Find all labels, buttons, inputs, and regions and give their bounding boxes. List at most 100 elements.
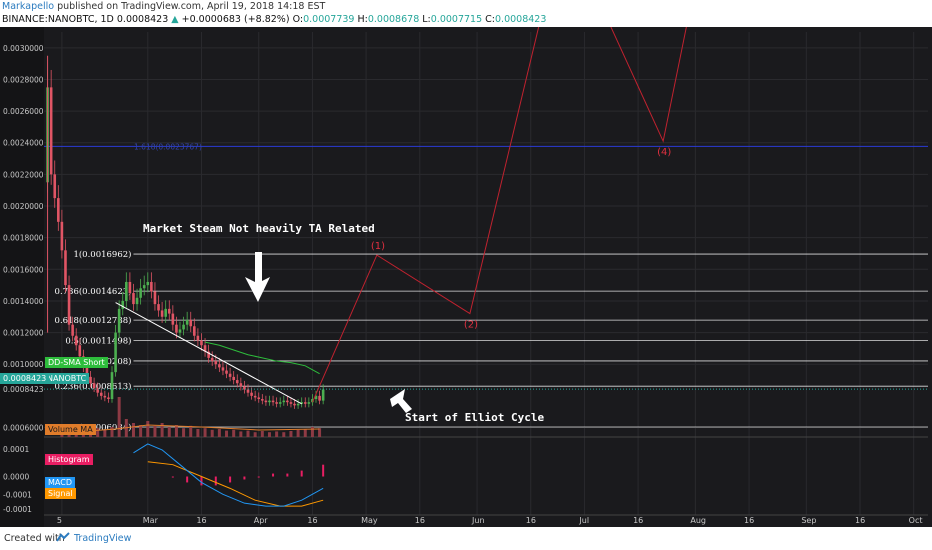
price-tick-label: 0.0022000	[3, 170, 44, 179]
histogram-bar	[322, 464, 325, 477]
histogram-bar	[257, 476, 260, 478]
signal-legend-tag[interactable]: Signal	[45, 488, 76, 499]
candle-body	[286, 400, 289, 403]
volume-bar	[103, 429, 107, 437]
histogram-bar	[243, 476, 246, 480]
candle-body	[178, 329, 182, 333]
price-tick-label: 0.0030000	[3, 44, 44, 53]
fib-level-label: 0.5(0.0011498)	[65, 336, 131, 347]
volume-bar	[217, 429, 221, 437]
candle-body	[253, 395, 257, 398]
candle-body	[214, 361, 218, 365]
histogram-bar	[186, 476, 189, 483]
candle-body	[160, 310, 164, 317]
histogram-bar	[200, 476, 203, 486]
date-tick-label: 16	[526, 516, 536, 525]
market-annotation: Market Steam Not heavily TA Related	[143, 222, 375, 235]
symbol-info: BINANCE:NANOBTC, 1D 0.0008423 ▲ +0.00006…	[2, 14, 546, 25]
macd-line	[133, 443, 324, 507]
candle-body	[171, 313, 175, 325]
candle-body	[85, 367, 89, 377]
volume-bar	[303, 429, 307, 437]
volume-bar	[203, 428, 207, 437]
date-tick-label: Sep	[801, 516, 816, 525]
volume-bar	[160, 423, 164, 437]
histogram-bar	[229, 476, 232, 483]
fib-level-label: 1(0.0016962)	[73, 249, 131, 260]
elliot-annotation: Start of Elliot Cycle	[405, 411, 544, 424]
candle-body	[117, 308, 121, 333]
candle-body	[78, 345, 82, 357]
candle-body	[128, 281, 132, 294]
candle-body	[218, 364, 221, 368]
elliott-wave-line	[311, 27, 687, 403]
date-tick-label: Mar	[143, 516, 159, 525]
date-tick-label: May	[361, 516, 378, 525]
author-link[interactable]: Markapello	[2, 1, 55, 12]
tradingview-logo-icon[interactable]	[56, 532, 70, 542]
candle-body	[228, 373, 232, 377]
candle-body	[89, 376, 92, 384]
date-tick-label: 5	[57, 516, 62, 525]
candle-body	[296, 403, 300, 406]
open-value: 0.0007739	[303, 14, 355, 25]
price-tick-label: 0.0010000	[3, 360, 44, 369]
tradingview-link[interactable]: TradingView	[74, 533, 132, 544]
histogram-bar	[286, 473, 289, 477]
close-value: 0.0008423	[495, 14, 547, 25]
candle-body	[318, 395, 321, 401]
volume-bar	[310, 427, 314, 437]
candle-body	[150, 281, 153, 292]
candle-body	[278, 402, 282, 404]
date-tick-label: Aug	[690, 516, 706, 525]
date-tick-label: 16	[855, 516, 865, 525]
price-tick-label: 0.0008423	[3, 385, 44, 394]
candle-body	[311, 399, 314, 403]
candle-body	[107, 397, 110, 400]
volume-bar	[196, 429, 200, 437]
high-value: 0.0008678	[367, 14, 420, 25]
histogram-legend-tag[interactable]: Histogram	[45, 454, 93, 465]
candle-body	[321, 389, 325, 401]
up-arrow-icon: ▲	[171, 14, 179, 25]
candle-body	[221, 367, 225, 371]
chart-area[interactable]: 0.0030000 0.0028000 0.0026000 0.0024000 0.00…	[0, 27, 932, 527]
last-price: 0.0008423	[116, 14, 169, 25]
signal-line	[147, 461, 324, 507]
volume-bar	[260, 431, 264, 437]
price-tick-label: 0.0028000	[3, 75, 44, 84]
volume-bar	[318, 428, 322, 437]
volume-bar	[153, 425, 157, 437]
close-label: C:	[485, 14, 496, 25]
histogram-bar	[272, 473, 275, 477]
candle-body	[307, 402, 311, 404]
volume-bar	[110, 427, 114, 437]
sma-legend-tag[interactable]: DD-SMA Short	[45, 357, 108, 368]
volume-ma-legend-tag[interactable]: Volume MA	[45, 424, 96, 435]
volume-bar	[253, 432, 257, 437]
low-value: 0.0007715	[430, 14, 483, 25]
date-tick-label: Jun	[471, 516, 485, 525]
candle-body	[142, 285, 146, 289]
macd-legend-tag[interactable]: MACD	[45, 477, 75, 488]
price-tick-label: 0.0026000	[3, 107, 44, 116]
candle-body	[203, 345, 207, 352]
volume-bar	[146, 421, 150, 437]
chart-background	[0, 27, 932, 527]
candle-body	[153, 291, 157, 305]
candle-body	[103, 395, 107, 398]
chart-canvas[interactable]: 0.0030000 0.0028000 0.0026000 0.0024000 0.00…	[0, 27, 932, 527]
symbol-legend-tag[interactable]: NANOBTC	[44, 373, 90, 384]
candle-body	[185, 319, 189, 325]
date-tick-label: Oct	[909, 516, 923, 525]
candle-body	[125, 281, 128, 301]
candle-body	[193, 326, 196, 336]
volume-bar	[189, 425, 193, 437]
macd-tick-label: 0.0000	[3, 473, 29, 482]
candle-body	[257, 397, 261, 400]
elliott-wave-label: (1)	[371, 241, 385, 252]
price-axis-strip	[0, 27, 44, 527]
publish-info: Markapello published on TradingView.com,…	[2, 1, 325, 12]
volume-bar	[239, 431, 243, 437]
macd-tick-label: 0.0001	[3, 445, 29, 454]
